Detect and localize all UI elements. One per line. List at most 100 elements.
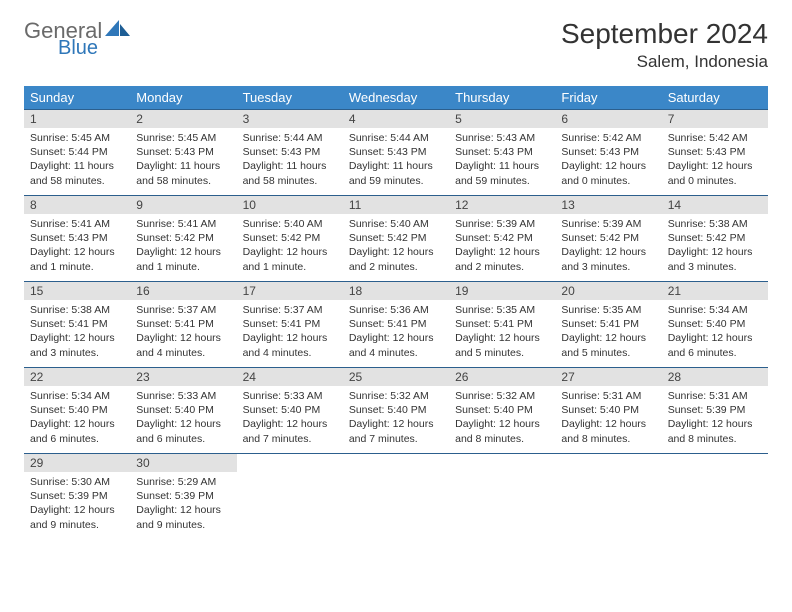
day-details: Sunrise: 5:39 AMSunset: 5:42 PMDaylight:… [449,214,555,278]
calendar-day-cell: 13Sunrise: 5:39 AMSunset: 5:42 PMDayligh… [555,196,661,282]
day-details: Sunrise: 5:30 AMSunset: 5:39 PMDaylight:… [24,472,130,536]
calendar-day-cell: 19Sunrise: 5:35 AMSunset: 5:41 PMDayligh… [449,282,555,368]
day-details: Sunrise: 5:31 AMSunset: 5:39 PMDaylight:… [662,386,768,450]
calendar-day-cell: 25Sunrise: 5:32 AMSunset: 5:40 PMDayligh… [343,368,449,454]
day-details: Sunrise: 5:40 AMSunset: 5:42 PMDaylight:… [237,214,343,278]
day-details: Sunrise: 5:32 AMSunset: 5:40 PMDaylight:… [449,386,555,450]
day-number: 14 [662,196,768,214]
day-details: Sunrise: 5:45 AMSunset: 5:43 PMDaylight:… [130,128,236,192]
calendar-day-cell: 20Sunrise: 5:35 AMSunset: 5:41 PMDayligh… [555,282,661,368]
calendar-day-cell: 15Sunrise: 5:38 AMSunset: 5:41 PMDayligh… [24,282,130,368]
day-details: Sunrise: 5:37 AMSunset: 5:41 PMDaylight:… [130,300,236,364]
weekday-header: Wednesday [343,86,449,110]
calendar-day-cell: 2Sunrise: 5:45 AMSunset: 5:43 PMDaylight… [130,110,236,196]
day-number: 17 [237,282,343,300]
day-number: 24 [237,368,343,386]
day-number: 27 [555,368,661,386]
calendar-day-cell: 4Sunrise: 5:44 AMSunset: 5:43 PMDaylight… [343,110,449,196]
logo: General Blue [24,18,131,58]
day-details: Sunrise: 5:44 AMSunset: 5:43 PMDaylight:… [343,128,449,192]
day-number: 19 [449,282,555,300]
calendar-day-cell: 17Sunrise: 5:37 AMSunset: 5:41 PMDayligh… [237,282,343,368]
calendar-week-row: 15Sunrise: 5:38 AMSunset: 5:41 PMDayligh… [24,282,768,368]
day-details: Sunrise: 5:33 AMSunset: 5:40 PMDaylight:… [130,386,236,450]
day-details: Sunrise: 5:35 AMSunset: 5:41 PMDaylight:… [555,300,661,364]
title-block: September 2024 Salem, Indonesia [561,18,768,72]
day-number: 21 [662,282,768,300]
calendar-day-cell: 22Sunrise: 5:34 AMSunset: 5:40 PMDayligh… [24,368,130,454]
day-number: 25 [343,368,449,386]
day-number: 15 [24,282,130,300]
calendar-day-cell: 29Sunrise: 5:30 AMSunset: 5:39 PMDayligh… [24,454,130,540]
calendar-day-cell: 23Sunrise: 5:33 AMSunset: 5:40 PMDayligh… [130,368,236,454]
weekday-header: Saturday [662,86,768,110]
calendar-day-cell: 28Sunrise: 5:31 AMSunset: 5:39 PMDayligh… [662,368,768,454]
day-details: Sunrise: 5:45 AMSunset: 5:44 PMDaylight:… [24,128,130,192]
calendar-day-cell: 10Sunrise: 5:40 AMSunset: 5:42 PMDayligh… [237,196,343,282]
day-number: 11 [343,196,449,214]
weekday-header: Sunday [24,86,130,110]
weekday-header: Monday [130,86,236,110]
day-details: Sunrise: 5:36 AMSunset: 5:41 PMDaylight:… [343,300,449,364]
day-number: 4 [343,110,449,128]
day-number: 5 [449,110,555,128]
calendar-day-cell: 5Sunrise: 5:43 AMSunset: 5:43 PMDaylight… [449,110,555,196]
calendar-day-cell: 9Sunrise: 5:41 AMSunset: 5:42 PMDaylight… [130,196,236,282]
calendar-table: Sunday Monday Tuesday Wednesday Thursday… [24,86,768,540]
day-number: 12 [449,196,555,214]
calendar-day-cell: 24Sunrise: 5:33 AMSunset: 5:40 PMDayligh… [237,368,343,454]
day-number: 29 [24,454,130,472]
day-number: 26 [449,368,555,386]
calendar-day-cell: .. [449,454,555,540]
day-number: 28 [662,368,768,386]
calendar-day-cell: 6Sunrise: 5:42 AMSunset: 5:43 PMDaylight… [555,110,661,196]
weekday-header: Friday [555,86,661,110]
day-details: Sunrise: 5:29 AMSunset: 5:39 PMDaylight:… [130,472,236,536]
calendar-day-cell: .. [237,454,343,540]
calendar-week-row: 8Sunrise: 5:41 AMSunset: 5:43 PMDaylight… [24,196,768,282]
day-details: Sunrise: 5:42 AMSunset: 5:43 PMDaylight:… [555,128,661,192]
day-details: Sunrise: 5:41 AMSunset: 5:43 PMDaylight:… [24,214,130,278]
calendar-day-cell: 14Sunrise: 5:38 AMSunset: 5:42 PMDayligh… [662,196,768,282]
day-details: Sunrise: 5:43 AMSunset: 5:43 PMDaylight:… [449,128,555,192]
day-number: 2 [130,110,236,128]
day-details: Sunrise: 5:37 AMSunset: 5:41 PMDaylight:… [237,300,343,364]
day-number: 6 [555,110,661,128]
calendar-week-row: 29Sunrise: 5:30 AMSunset: 5:39 PMDayligh… [24,454,768,540]
calendar-day-cell: .. [555,454,661,540]
day-number: 22 [24,368,130,386]
day-number: 30 [130,454,236,472]
calendar-day-cell: .. [343,454,449,540]
day-details: Sunrise: 5:33 AMSunset: 5:40 PMDaylight:… [237,386,343,450]
day-number: 13 [555,196,661,214]
calendar-day-cell: 18Sunrise: 5:36 AMSunset: 5:41 PMDayligh… [343,282,449,368]
calendar-day-cell: 16Sunrise: 5:37 AMSunset: 5:41 PMDayligh… [130,282,236,368]
weekday-header: Tuesday [237,86,343,110]
day-details: Sunrise: 5:40 AMSunset: 5:42 PMDaylight:… [343,214,449,278]
day-details: Sunrise: 5:31 AMSunset: 5:40 PMDaylight:… [555,386,661,450]
day-number: 1 [24,110,130,128]
day-details: Sunrise: 5:34 AMSunset: 5:40 PMDaylight:… [24,386,130,450]
day-number: 18 [343,282,449,300]
day-details: Sunrise: 5:44 AMSunset: 5:43 PMDaylight:… [237,128,343,192]
calendar-day-cell: 27Sunrise: 5:31 AMSunset: 5:40 PMDayligh… [555,368,661,454]
calendar-day-cell: 30Sunrise: 5:29 AMSunset: 5:39 PMDayligh… [130,454,236,540]
day-number: 16 [130,282,236,300]
day-details: Sunrise: 5:35 AMSunset: 5:41 PMDaylight:… [449,300,555,364]
calendar-day-cell: 8Sunrise: 5:41 AMSunset: 5:43 PMDaylight… [24,196,130,282]
day-details: Sunrise: 5:39 AMSunset: 5:42 PMDaylight:… [555,214,661,278]
day-number: 9 [130,196,236,214]
day-details: Sunrise: 5:42 AMSunset: 5:43 PMDaylight:… [662,128,768,192]
calendar-day-cell: 11Sunrise: 5:40 AMSunset: 5:42 PMDayligh… [343,196,449,282]
day-number: 7 [662,110,768,128]
calendar-day-cell: 3Sunrise: 5:44 AMSunset: 5:43 PMDaylight… [237,110,343,196]
weekday-header: Thursday [449,86,555,110]
calendar-week-row: 1Sunrise: 5:45 AMSunset: 5:44 PMDaylight… [24,110,768,196]
calendar-day-cell: 1Sunrise: 5:45 AMSunset: 5:44 PMDaylight… [24,110,130,196]
day-details: Sunrise: 5:41 AMSunset: 5:42 PMDaylight:… [130,214,236,278]
day-number: 3 [237,110,343,128]
day-number: 8 [24,196,130,214]
day-details: Sunrise: 5:38 AMSunset: 5:42 PMDaylight:… [662,214,768,278]
location: Salem, Indonesia [561,52,768,72]
calendar-day-cell: 12Sunrise: 5:39 AMSunset: 5:42 PMDayligh… [449,196,555,282]
